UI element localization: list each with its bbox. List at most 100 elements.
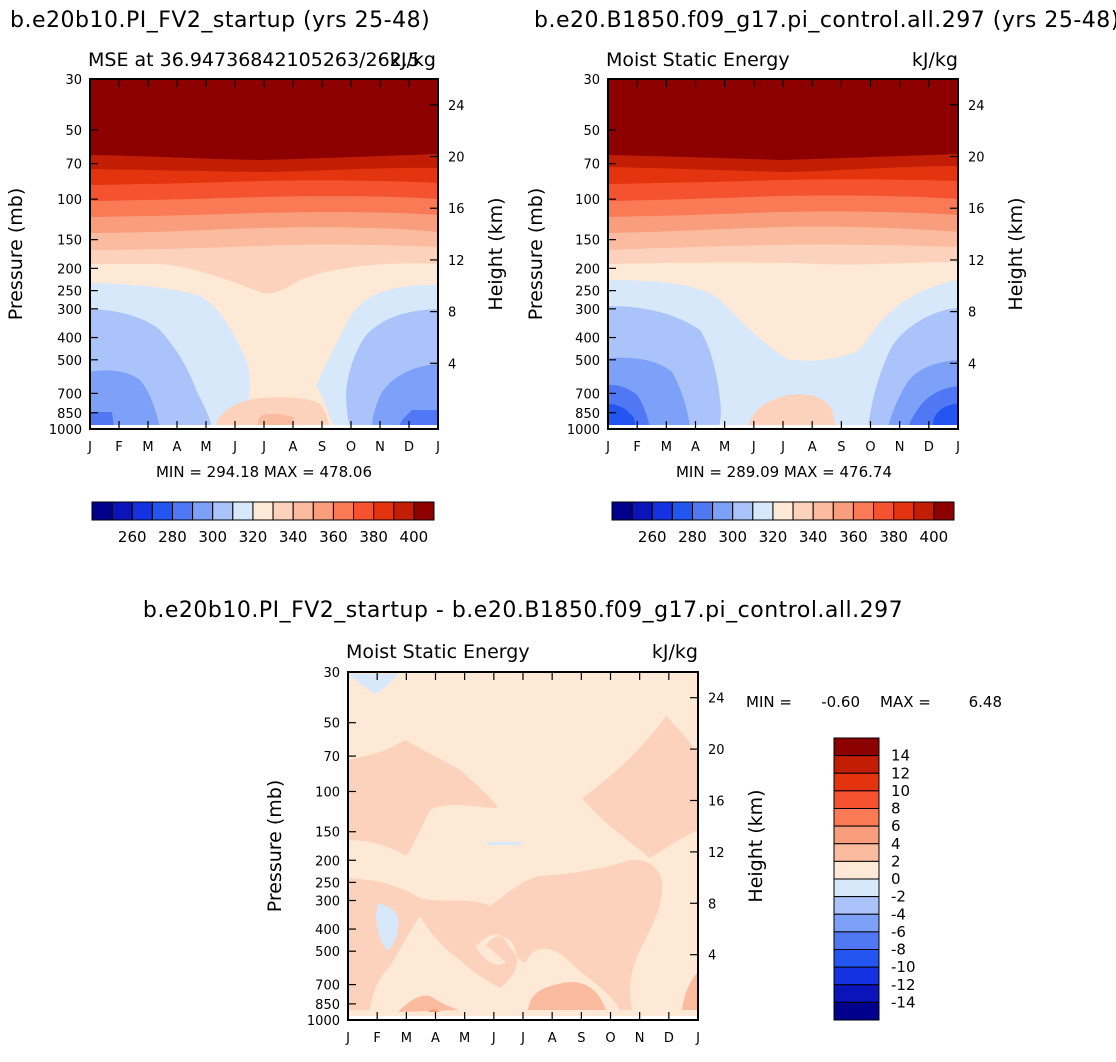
colorbar-label: 360	[319, 528, 348, 546]
colorbar-swatch	[631, 501, 653, 521]
colorbar-swatch	[353, 501, 375, 521]
height-label: 20	[968, 151, 985, 166]
colorbar-swatch	[833, 808, 880, 827]
pressure-label: 70	[65, 158, 82, 173]
colorbar-label: 12	[891, 764, 910, 782]
height-label: 24	[448, 99, 465, 114]
month-label: J	[780, 440, 785, 455]
month-label: M	[142, 440, 153, 455]
colorbar-label: -6	[891, 923, 906, 941]
pressure-label: 500	[315, 945, 340, 960]
month-label: A	[431, 1031, 440, 1046]
colorbar-swatch	[413, 501, 435, 521]
pressure-label: 100	[57, 193, 82, 208]
colorbar-label: 320	[759, 528, 788, 546]
height-label: 24	[968, 99, 985, 114]
height-label: 4	[448, 357, 456, 372]
pressure-label: 1000	[567, 423, 600, 438]
month-label: J	[491, 1031, 496, 1046]
colorbar-label: 8	[891, 800, 901, 818]
pressure-label: 850	[57, 407, 82, 422]
colorbar-swatch	[833, 755, 880, 774]
colorbar-label: 14	[891, 747, 910, 765]
panel3-fill-2-4-upper-right	[582, 716, 698, 858]
panel1-axes: J F M A M J J A S O N D J 30 50 70 100 150 200 250 300 400 500…	[49, 73, 465, 455]
height-label: 12	[448, 254, 465, 269]
colorbar-swatch	[732, 501, 754, 521]
colorbar-label: 280	[678, 528, 707, 546]
panel3-fill-neg-sliver	[486, 842, 524, 845]
month-label: J	[435, 440, 440, 455]
colorbar-swatch	[332, 501, 355, 521]
colorbar-swatch	[373, 501, 395, 521]
colorbar-label: 2	[891, 852, 901, 870]
panel3-fill-neg-pocket	[376, 904, 399, 950]
pressure-label: 250	[57, 285, 82, 300]
colorbar-label: 0	[891, 870, 901, 888]
month-label: A	[173, 440, 182, 455]
colorbar-label: -4	[891, 905, 906, 923]
height-label: 16	[448, 202, 465, 217]
month-label: J	[261, 440, 266, 455]
month-label: J	[232, 440, 237, 455]
month-label: A	[808, 440, 817, 455]
panel2-y2label: Height (km)	[1005, 197, 1027, 310]
month-label: J	[345, 1031, 350, 1046]
month-label: J	[520, 1031, 525, 1046]
pressure-label: 850	[315, 998, 340, 1013]
colorbar-swatch	[91, 501, 113, 521]
colorbar-label: -12	[891, 976, 916, 994]
panel1-colorbar: 260 280 300 320 340 360 380 400	[91, 501, 435, 546]
colorbar-swatch	[812, 501, 834, 521]
colorbar-swatch	[873, 501, 895, 521]
colorbar-label: 400	[400, 528, 429, 546]
month-label: M	[459, 1031, 470, 1046]
panel1-ylabel: Pressure (mb)	[5, 188, 27, 321]
month-label: F	[633, 440, 640, 455]
colorbar-swatch	[671, 501, 693, 521]
colorbar-label: 340	[279, 528, 308, 546]
colorbar-swatch	[232, 501, 254, 521]
colorbar-swatch	[833, 949, 880, 968]
panel1-title: b.e20b10.PI_FV2_startup (yrs 25-48)	[10, 8, 430, 33]
pressure-label: 400	[575, 332, 600, 347]
colorbar-label: -8	[891, 941, 906, 959]
month-label: S	[318, 440, 326, 455]
colorbar-label: 280	[158, 528, 187, 546]
panel3-y2label: Height (km)	[745, 789, 767, 902]
month-label: M	[661, 440, 672, 455]
panel2-axes: J F M A M J J A S O N D J 30 50 70 100 150 200 250 300 400 500…	[567, 73, 985, 455]
colorbar-swatch	[131, 501, 153, 521]
pressure-label: 300	[575, 303, 600, 318]
colorbar-swatch	[691, 501, 714, 521]
month-label: N	[895, 440, 905, 455]
pressure-label: 850	[575, 407, 600, 422]
panel1-stats: MIN = 294.18 MAX = 478.06	[156, 463, 372, 481]
colorbar-swatch	[192, 501, 214, 521]
colorbar-swatch	[833, 772, 880, 792]
pressure-label: 70	[583, 158, 600, 173]
month-label: A	[691, 440, 700, 455]
month-label: S	[837, 440, 845, 455]
colorbar-swatch	[832, 501, 854, 521]
colorbar-swatch	[833, 860, 880, 880]
panel3-contour-field	[348, 672, 698, 1020]
panel2-fill-410	[608, 79, 958, 160]
height-label: 16	[968, 202, 985, 217]
panel1-subtitle-right: kJ/kg	[390, 49, 436, 71]
pressure-label: 300	[57, 303, 82, 318]
colorbar-swatch	[833, 896, 880, 915]
pressure-label: 200	[575, 262, 600, 277]
colorbar-swatch	[833, 984, 880, 1003]
month-label: O	[346, 440, 356, 455]
colorbar-swatch	[651, 501, 673, 521]
panel3-axes: J F M A M J J A S O N D J 30 50 70 100 150 200 250 300 400 500…	[307, 666, 725, 1046]
colorbar-swatch	[111, 501, 133, 521]
pressure-label: 500	[575, 354, 600, 369]
pressure-label: 250	[575, 285, 600, 300]
pressure-label: 700	[575, 387, 600, 402]
month-label: J	[87, 440, 92, 455]
pressure-label: 30	[323, 666, 340, 681]
